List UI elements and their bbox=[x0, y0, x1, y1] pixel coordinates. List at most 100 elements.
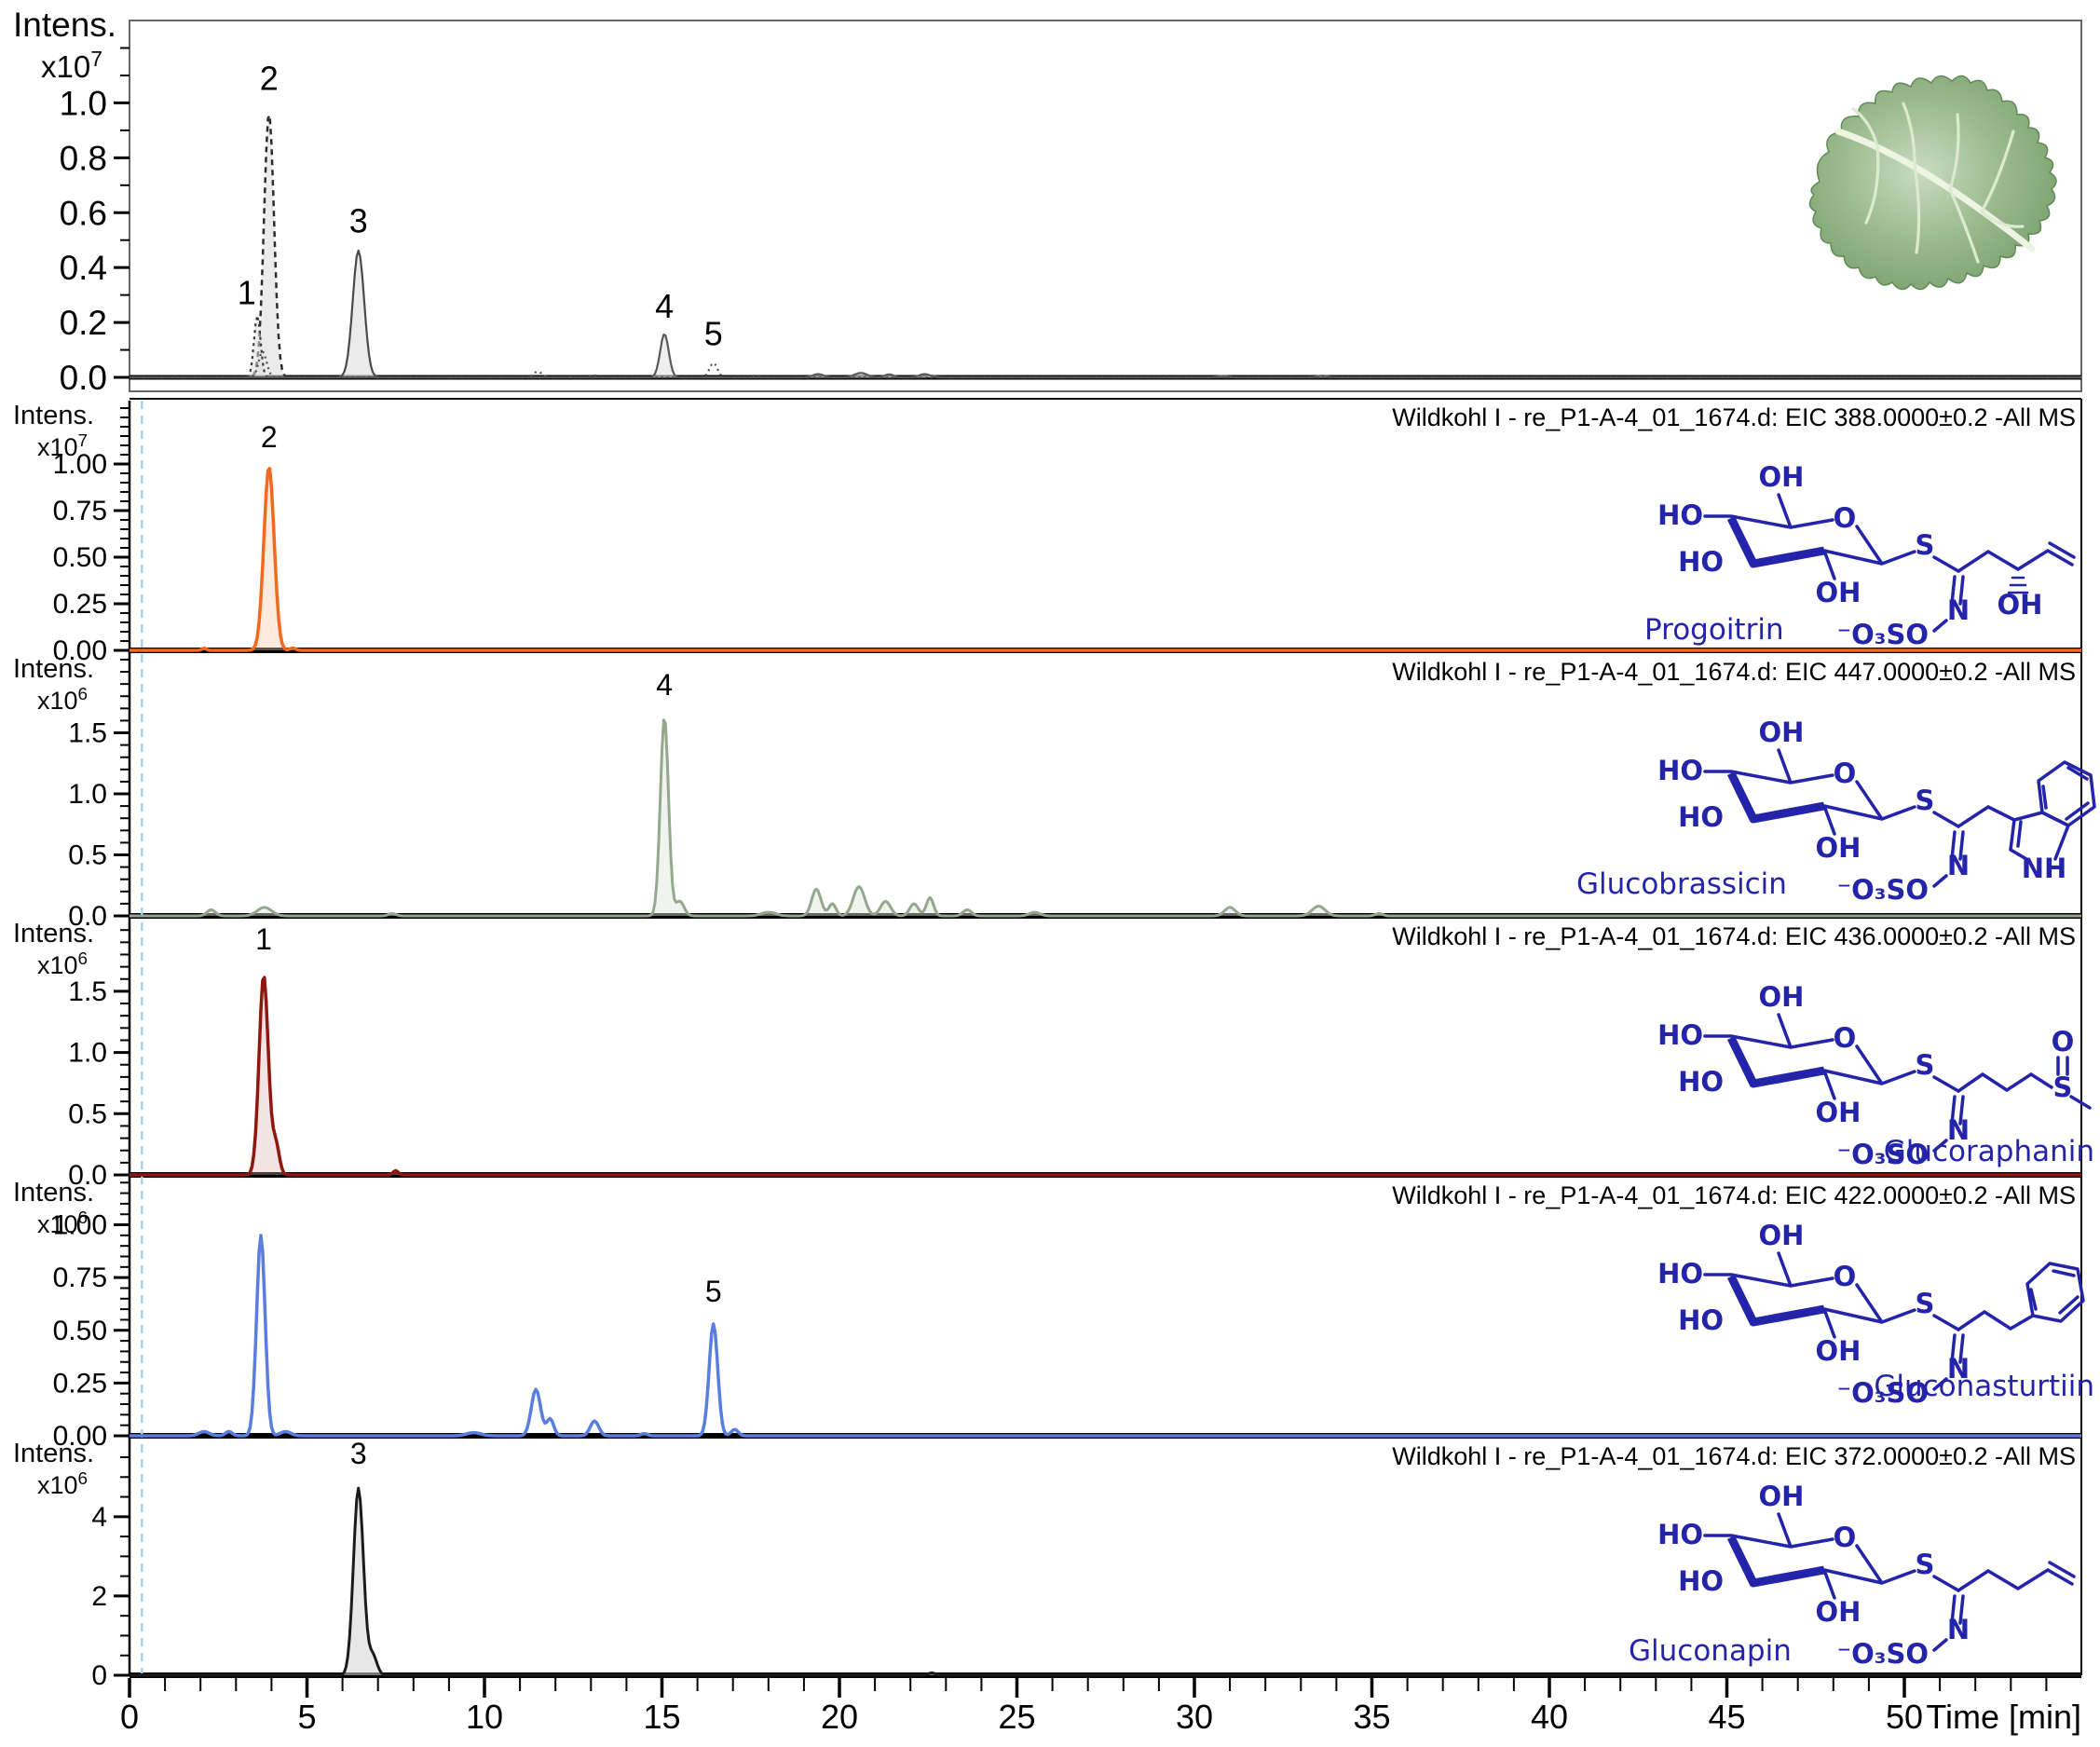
compound-name: Gluconapin bbox=[1629, 1634, 1792, 1668]
svg-text:4: 4 bbox=[91, 1502, 107, 1533]
unit-multiplier: x106 bbox=[37, 1208, 89, 1238]
sulfoxide-o-label: O bbox=[2052, 1026, 2075, 1058]
y-axis-unit-glucoraphanin: Intens. x106 bbox=[13, 921, 94, 978]
svg-text:1.5: 1.5 bbox=[68, 976, 107, 1007]
svg-text:0.50: 0.50 bbox=[53, 542, 107, 573]
atom-label: OH bbox=[1816, 1596, 1861, 1628]
atom-label: OH bbox=[1759, 1481, 1805, 1512]
compound-name: Glucobrassicin bbox=[1576, 867, 1787, 901]
side-chain-bonds bbox=[1957, 1056, 2092, 1110]
svg-text:2: 2 bbox=[261, 420, 278, 454]
atom-label: O bbox=[1834, 1261, 1857, 1292]
svg-text:1.5: 1.5 bbox=[68, 718, 107, 749]
atom-label: HO bbox=[1657, 755, 1703, 786]
pyrrole-ring-bonds bbox=[2009, 811, 2070, 861]
stereo-hash-bonds bbox=[2007, 576, 2029, 594]
leaf-veins bbox=[1851, 102, 2025, 264]
side-chain-bonds bbox=[1957, 805, 2016, 828]
panel-header-glucobrassicin: Wildkohl I - re_P1-A-4_01_1674.d: EIC 44… bbox=[1392, 658, 2076, 686]
atom-label: N bbox=[1947, 1353, 1970, 1385]
intensity-label: Intens. bbox=[13, 401, 95, 430]
intensity-label: Intens. bbox=[13, 919, 95, 949]
atom-label: OH bbox=[1759, 461, 1805, 493]
svg-text:1.0: 1.0 bbox=[60, 84, 107, 122]
atom-label: N bbox=[1947, 850, 1970, 881]
svg-text:1: 1 bbox=[238, 273, 256, 311]
svg-text:1.00: 1.00 bbox=[53, 449, 107, 480]
atom-label: OH bbox=[1816, 832, 1861, 864]
sulfate-label: ⁻O₃SO bbox=[1837, 874, 1929, 906]
structure-gluconasturtiin: OH HO HO OH O S N ⁻O₃SO Gluconasturtiin bbox=[1575, 1204, 2100, 1409]
sulfate-label: ⁻O₃SO bbox=[1837, 1638, 1929, 1670]
panel-header-gluconasturtiin: Wildkohl I - re_P1-A-4_01_1674.d: EIC 42… bbox=[1392, 1181, 2076, 1209]
atom-label: HO bbox=[1657, 499, 1703, 531]
compound-name: Gluconasturtiin bbox=[1874, 1370, 2094, 1403]
svg-text:5: 5 bbox=[705, 1275, 722, 1308]
svg-text:45: 45 bbox=[1708, 1698, 1745, 1736]
y-axis-unit-progoitrin: Intens. x107 bbox=[13, 403, 94, 460]
atom-label: S bbox=[1916, 1549, 1935, 1580]
intensity-label: Intens. bbox=[13, 6, 117, 44]
svg-text:0.5: 0.5 bbox=[68, 1099, 107, 1129]
structure-glucoraphanin: OH HO HO OH O S N ⁻O₃SO S O Glucoraphani… bbox=[1575, 965, 2100, 1170]
sulfate-label: ⁻O₃SO bbox=[1837, 619, 1929, 650]
atom-label: N bbox=[1947, 1614, 1970, 1645]
structure-glucobrassicin: OH HO HO OH O S N ⁻O₃SO NH Glucobrassici… bbox=[1575, 701, 2100, 906]
svg-text:25: 25 bbox=[998, 1698, 1035, 1736]
svg-text:0.00: 0.00 bbox=[53, 1421, 107, 1452]
svg-text:0.6: 0.6 bbox=[60, 194, 107, 232]
svg-text:1.0: 1.0 bbox=[68, 1038, 107, 1069]
svg-text:5: 5 bbox=[704, 314, 723, 352]
unit-multiplier: x106 bbox=[37, 685, 89, 715]
atom-label: O bbox=[1834, 757, 1857, 789]
svg-text:0.8: 0.8 bbox=[60, 139, 107, 177]
svg-text:0.00: 0.00 bbox=[53, 635, 107, 666]
unit-multiplier: x107 bbox=[37, 431, 89, 461]
atom-label: OH bbox=[1759, 981, 1805, 1013]
y-axis-unit-overview: Intens. x107 bbox=[13, 7, 116, 82]
atom-label: HO bbox=[1678, 1066, 1724, 1098]
y-axis-unit-glucobrassicin: Intens. x106 bbox=[13, 656, 94, 714]
atom-label: O bbox=[1834, 1522, 1857, 1553]
structure-gluconapin: OH HO HO OH O S N ⁻O₃SO Gluconapin bbox=[1575, 1465, 2100, 1670]
sulfate-label: ⁻O₃SO bbox=[1837, 1377, 1929, 1409]
panel-header-progoitrin: Wildkohl I - re_P1-A-4_01_1674.d: EIC 38… bbox=[1392, 403, 2076, 431]
svg-text:0.4: 0.4 bbox=[60, 249, 107, 287]
intensity-label: Intens. bbox=[13, 1439, 95, 1468]
svg-text:10: 10 bbox=[466, 1698, 503, 1736]
atom-label: OH bbox=[1816, 577, 1861, 608]
svg-text:0.2: 0.2 bbox=[60, 304, 107, 342]
nh-label: NH bbox=[2022, 853, 2067, 884]
svg-text:0.0: 0.0 bbox=[68, 1160, 107, 1191]
sulfate-label: ⁻O₃SO bbox=[1837, 1139, 1929, 1170]
atom-label: HO bbox=[1678, 546, 1724, 578]
svg-text:2: 2 bbox=[91, 1581, 107, 1612]
atom-label: N bbox=[1947, 1114, 1970, 1146]
intensity-label: Intens. bbox=[13, 1178, 95, 1208]
cabbage-leaf-image bbox=[1808, 75, 2057, 291]
unit-multiplier: x106 bbox=[37, 1469, 89, 1499]
svg-text:2: 2 bbox=[260, 60, 279, 98]
atom-label: OH bbox=[1759, 1220, 1805, 1251]
atom-label: OH bbox=[1998, 589, 2043, 621]
svg-text:3: 3 bbox=[349, 202, 368, 240]
svg-text:0.25: 0.25 bbox=[53, 589, 107, 620]
atom-label: S bbox=[1916, 785, 1935, 816]
compound-name: Progoitrin bbox=[1644, 613, 1784, 647]
y-axis-unit-gluconasturtiin: Intens. x106 bbox=[13, 1180, 94, 1237]
unit-multiplier: x106 bbox=[37, 949, 89, 979]
atom-label: O bbox=[1834, 1022, 1857, 1054]
side-chain-bonds bbox=[1957, 1310, 2035, 1331]
svg-text:0.0: 0.0 bbox=[60, 359, 107, 397]
svg-text:15: 15 bbox=[643, 1698, 680, 1736]
atom-label: HO bbox=[1678, 801, 1724, 833]
atom-label: HO bbox=[1657, 1519, 1703, 1550]
atom-label: S bbox=[1916, 1288, 1935, 1319]
svg-text:1.00: 1.00 bbox=[53, 1210, 107, 1241]
unit-multiplier: x107 bbox=[41, 47, 103, 84]
svg-text:30: 30 bbox=[1176, 1698, 1213, 1736]
side-chain-bonds bbox=[1957, 1561, 2076, 1592]
svg-text:1: 1 bbox=[255, 922, 272, 956]
svg-text:0.50: 0.50 bbox=[53, 1316, 107, 1346]
